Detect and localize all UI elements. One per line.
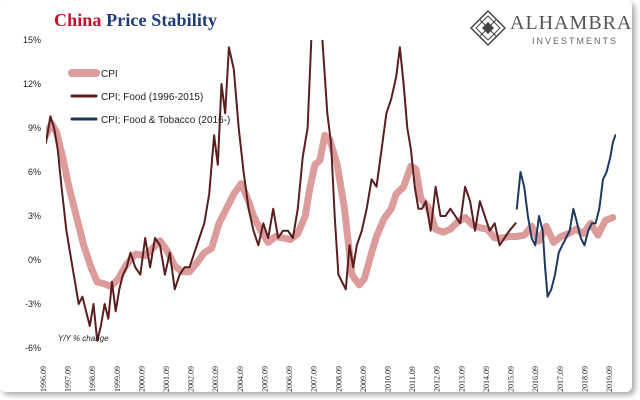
chart-frame xyxy=(0,0,632,392)
x-tick-label: 2012.09 xyxy=(433,366,442,392)
x-tick-label: 2014.09 xyxy=(482,366,491,392)
y-tick-label: 9% xyxy=(28,123,41,133)
legend-item-cpi-food-tobacco-label: CPI; Food & Tobacco (2016-) xyxy=(101,115,230,126)
x-tick-label: 2016.09 xyxy=(531,366,540,392)
x-axis: 1996.09 1997.09 1998.09 1999.09 2000.09 2001.… xyxy=(39,366,614,392)
y-tick-label: -6% xyxy=(25,343,41,353)
x-tick-label: 1997.09 xyxy=(64,366,73,392)
legend-item-cpi-label: CPI xyxy=(101,69,118,80)
x-tick-label: 1996.09 xyxy=(39,366,48,392)
cpi-series-line xyxy=(46,120,616,290)
chart-series xyxy=(46,40,616,342)
x-tick-label: 2001.09 xyxy=(162,366,171,392)
alhambra-diamond-icon xyxy=(470,10,506,46)
y-axis: 15% 12% 9% 6% 3% 0% -3% -6% xyxy=(23,35,41,353)
x-tick-label: 2004.09 xyxy=(236,366,245,392)
title-part-price-stability: Price Stability xyxy=(106,10,218,30)
y-units-note: Y/Y % change xyxy=(58,334,109,343)
x-tick-label: 2013.09 xyxy=(457,366,466,392)
cpi-food-tobacco-series-line xyxy=(515,134,616,298)
y-tick-label: -3% xyxy=(25,299,41,309)
x-tick-label: 2002.09 xyxy=(187,366,196,392)
x-tick-label: 2019.09 xyxy=(605,366,614,392)
x-tick-label: 1999.09 xyxy=(113,366,122,392)
legend-item-cpi-food-label: CPI; Food (1996-2015) xyxy=(101,92,203,103)
x-tick-label: 2003.09 xyxy=(211,366,220,392)
x-tick-label: 2015.09 xyxy=(507,366,516,392)
x-tick-label: 2006.09 xyxy=(285,366,294,392)
y-tick-label: 3% xyxy=(28,211,41,221)
x-tick-label: 2007.09 xyxy=(310,366,319,392)
x-tick-label: 2010.09 xyxy=(383,366,392,392)
x-tick-label: 2005.09 xyxy=(260,366,269,392)
chart-title: China Price Stability xyxy=(54,10,217,31)
title-part-china: China xyxy=(54,10,102,30)
x-tick-label: 2009.09 xyxy=(359,366,368,392)
x-tick-label: 2000.09 xyxy=(137,366,146,392)
x-tick-label: 2008.09 xyxy=(334,366,343,392)
x-tick-label: 2018.09 xyxy=(580,366,589,392)
y-tick-label: 0% xyxy=(28,255,41,265)
y-tick-label: 15% xyxy=(23,35,41,45)
cpi-food-series-line xyxy=(46,40,517,342)
logo-name: ALHAMBRA xyxy=(510,12,633,34)
x-tick-label: 2017.09 xyxy=(556,366,565,392)
logo-subtitle: INVESTMENTS xyxy=(532,36,619,46)
x-tick-label: 1998.09 xyxy=(88,366,97,392)
chart-legend: CPI CPI; Food (1996-2015) CPI; Food & Toba… xyxy=(68,69,230,126)
alhambra-logo: ALHAMBRA INVESTMENTS xyxy=(470,8,631,50)
y-tick-label: 12% xyxy=(23,79,41,89)
y-tick-label: 6% xyxy=(28,167,41,177)
x-tick-label: 2011.09 xyxy=(408,366,417,392)
